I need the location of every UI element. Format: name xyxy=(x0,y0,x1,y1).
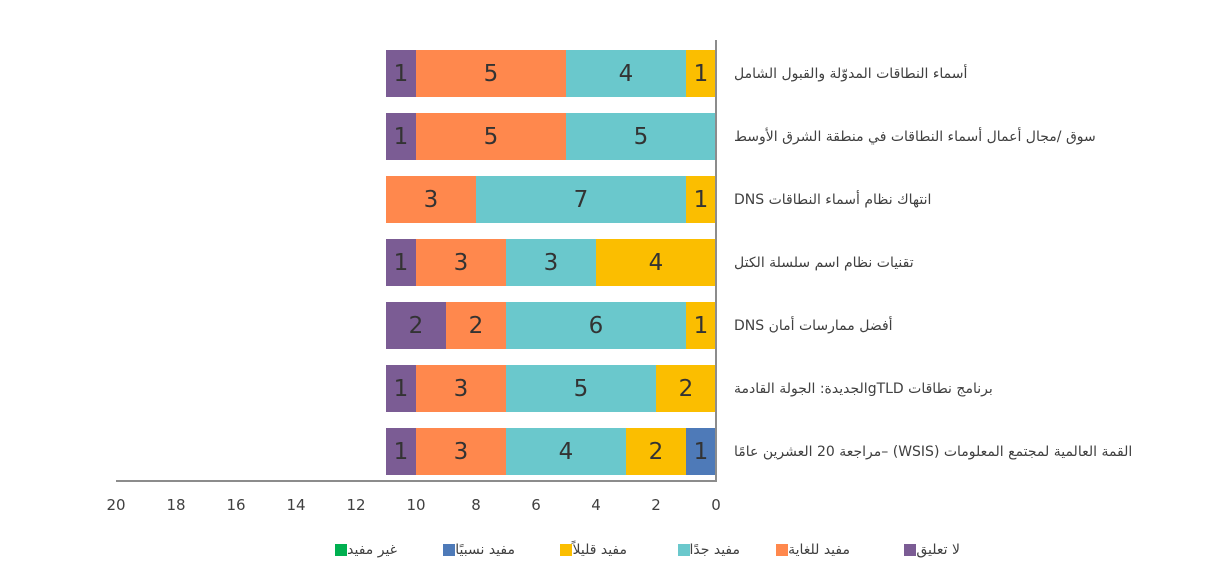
bar-segment: 3 xyxy=(416,239,506,286)
category-label: سوق /مجال أعمال أسماء النطاقات في منطقة … xyxy=(734,128,1096,145)
bar-segment: 1 xyxy=(386,50,416,97)
legend-label: مفيد جدًا xyxy=(689,542,741,558)
x-tick-label: 0 xyxy=(711,496,721,514)
bar-segment: 5 xyxy=(566,113,716,160)
legend-swatch-icon xyxy=(443,544,456,556)
x-tick-label: 4 xyxy=(591,496,601,514)
bar-segment: 1 xyxy=(686,302,716,349)
category-label: برنامج نطاقات gTLDالجديدة: الجولة القادم… xyxy=(734,380,993,397)
bar-segment: 2 xyxy=(446,302,506,349)
legend-swatch-icon xyxy=(335,544,348,556)
bar-segment: 1 xyxy=(386,239,416,286)
bar-segment: 1 xyxy=(386,365,416,412)
bar-segment: 1 xyxy=(386,113,416,160)
bar-segment: 5 xyxy=(416,50,566,97)
bar-segment: 2 xyxy=(386,302,446,349)
bar-segment: 1 xyxy=(386,428,416,475)
x-tick-label: 12 xyxy=(346,496,366,514)
x-tick-label: 14 xyxy=(286,496,306,514)
category-label: أفضل ممارسات أمان DNS xyxy=(734,317,893,334)
legend-item: لا تعليق xyxy=(900,541,960,559)
legend-label: مفيد قليلاً xyxy=(572,542,627,558)
bar-segment: 2 xyxy=(656,365,716,412)
x-tick-label: 10 xyxy=(406,496,426,514)
legend-item: مفيد نسبيًا xyxy=(439,541,515,559)
legend-label: غير مفيد xyxy=(347,542,397,558)
bar-segment: 4 xyxy=(506,428,626,475)
bar-segment: 4 xyxy=(596,239,716,286)
bar-segment: 5 xyxy=(416,113,566,160)
bar-segment: 7 xyxy=(476,176,686,223)
legend-item: غير مفيد xyxy=(331,541,397,559)
bar-segment: 3 xyxy=(416,365,506,412)
category-label: انتهاك نظام أسماء النطاقات DNS xyxy=(734,191,932,208)
bar-segment: 6 xyxy=(506,302,686,349)
legend-item: مفيد قليلاً xyxy=(556,541,627,559)
bar-segment: 2 xyxy=(626,428,686,475)
bar-segment: 1 xyxy=(686,176,716,223)
legend-swatch-icon xyxy=(677,544,690,556)
bar-segment: 1 xyxy=(686,50,716,97)
bar-segment: 3 xyxy=(416,428,506,475)
x-tick-label: 6 xyxy=(531,496,541,514)
x-tick-label: 8 xyxy=(471,496,481,514)
bar-segment: 4 xyxy=(566,50,686,97)
bar-segment: 5 xyxy=(506,365,656,412)
legend-swatch-icon xyxy=(560,544,573,556)
category-label: أسماء النطاقات المدوّلة والقبول الشامل xyxy=(734,65,968,82)
x-tick-label: 2 xyxy=(651,496,661,514)
y-axis-line xyxy=(715,40,717,482)
bar-segment: 3 xyxy=(506,239,596,286)
legend-swatch-icon xyxy=(904,544,917,556)
legend-swatch-icon xyxy=(776,544,789,556)
legend-item: مفيد جدًا xyxy=(674,541,741,559)
legend-item: مفيد للغاية xyxy=(772,541,850,559)
legend-label: لا تعليق xyxy=(916,542,960,558)
legend-label: مفيد للغاية xyxy=(788,542,850,558)
x-tick-label: 18 xyxy=(166,496,186,514)
x-tick-label: 16 xyxy=(226,496,246,514)
x-tick-label: 20 xyxy=(106,496,126,514)
legend-label: مفيد نسبيًا xyxy=(455,542,515,558)
category-label: تقنيات نظام اسم سلسلة الكتل xyxy=(734,254,914,271)
bar-segment: 1 xyxy=(686,428,716,475)
x-axis-line xyxy=(116,480,716,482)
category-label: القمة العالمية لمجتمع المعلومات (WSIS) –… xyxy=(734,443,1133,460)
bar-segment: 3 xyxy=(386,176,476,223)
